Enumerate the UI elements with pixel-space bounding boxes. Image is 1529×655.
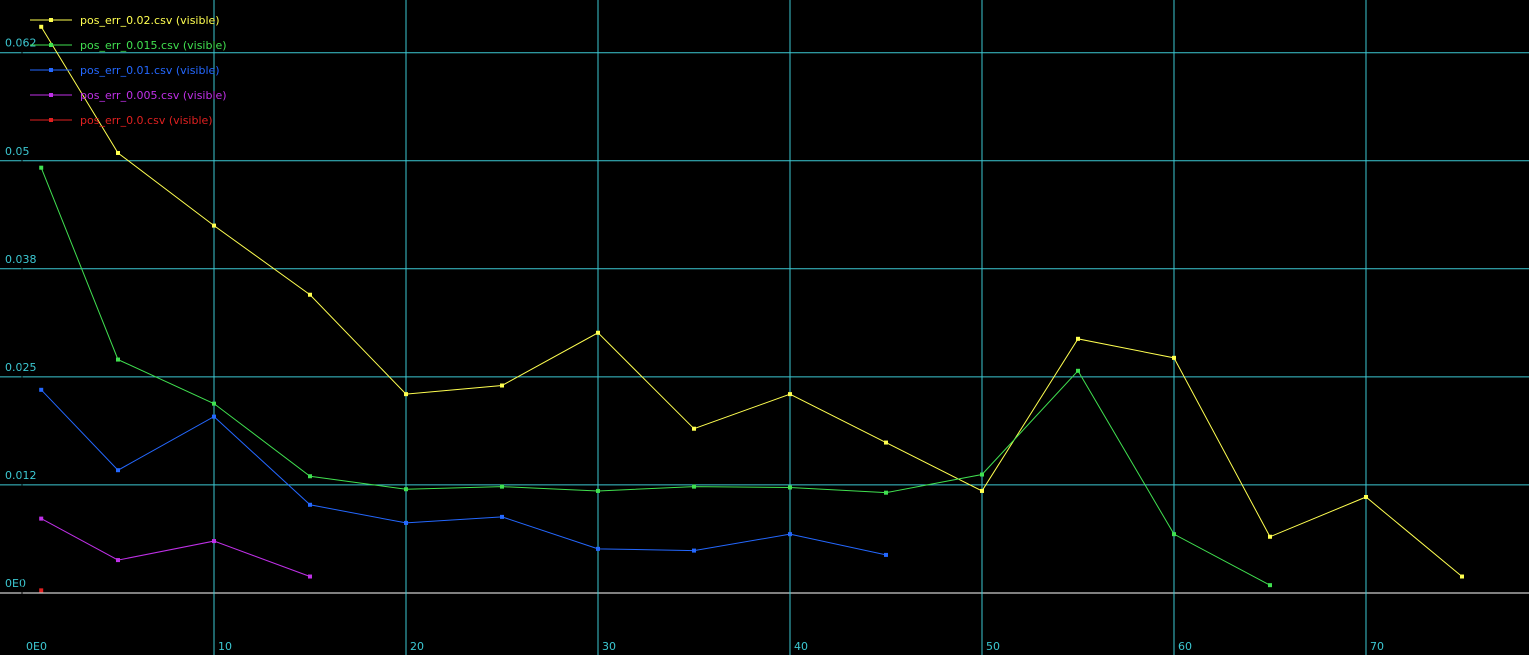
data-point [308,292,313,297]
data-point [39,24,44,29]
data-point [499,484,504,489]
y-tick-label: 0.025 [5,361,37,374]
legend-marker [49,118,53,122]
data-point [212,539,217,544]
data-point [787,532,792,537]
data-point [39,387,44,392]
data-point [116,468,121,473]
data-point [1075,368,1080,373]
data-point [116,558,121,563]
x-tick-label: 40 [794,640,808,653]
data-point [595,546,600,551]
data-point [1267,583,1272,588]
data-point [1171,355,1176,360]
data-point [308,574,313,579]
data-point [1267,534,1272,539]
y-tick-label: 0.05 [5,145,30,158]
data-point [787,392,792,397]
data-point [212,414,217,419]
x-tick-label: 30 [602,640,616,653]
series-line [40,518,311,577]
series-line [40,389,887,556]
x-tick-label: 50 [986,640,1000,653]
x-tick-label: 10 [218,640,232,653]
legend-marker [49,93,53,97]
y-tick-label: 0.062 [5,37,37,50]
data-point [404,520,409,525]
data-point [39,588,44,593]
data-point [883,440,888,445]
legend-label: pos_err_0.015.csv (visible) [80,39,227,52]
x-tick-label: 60 [1178,640,1192,653]
data-point [39,516,44,521]
y-tick-label: 0.038 [5,253,37,266]
legend-label: pos_err_0.005.csv (visible) [80,89,227,102]
x-tick-label: 70 [1370,640,1384,653]
legend-marker [49,68,53,72]
data-point [308,502,313,507]
data-point [883,490,888,495]
data-point [691,484,696,489]
legend-marker [49,43,53,47]
x-tick-label: 0E0 [26,640,47,653]
data-point [308,474,313,479]
legend-marker [49,18,53,22]
data-point [787,485,792,490]
series-line [40,167,1271,586]
data-point [404,487,409,492]
data-point [39,165,44,170]
data-point [595,330,600,335]
data-point [691,548,696,553]
data-point [691,426,696,431]
data-point [883,552,888,557]
series-line [40,26,1463,577]
data-point [1171,532,1176,537]
data-point [979,472,984,477]
y-tick-label: 0E0 [5,577,26,590]
data-point [1363,494,1368,499]
y-tick-label: 0.012 [5,469,37,482]
data-point [212,223,217,228]
data-point [595,488,600,493]
data-point [499,514,504,519]
data-point [116,150,121,155]
legend-label: pos_err_0.02.csv (visible) [80,14,220,27]
legend-label: pos_err_0.0.csv (visible) [80,114,213,127]
data-point [1075,336,1080,341]
legend-label: pos_err_0.01.csv (visible) [80,64,220,77]
data-point [404,392,409,397]
data-point [499,383,504,388]
data-point [979,488,984,493]
x-tick-label: 20 [410,640,424,653]
data-point [116,357,121,362]
data-point [1459,574,1464,579]
data-point [212,401,217,406]
